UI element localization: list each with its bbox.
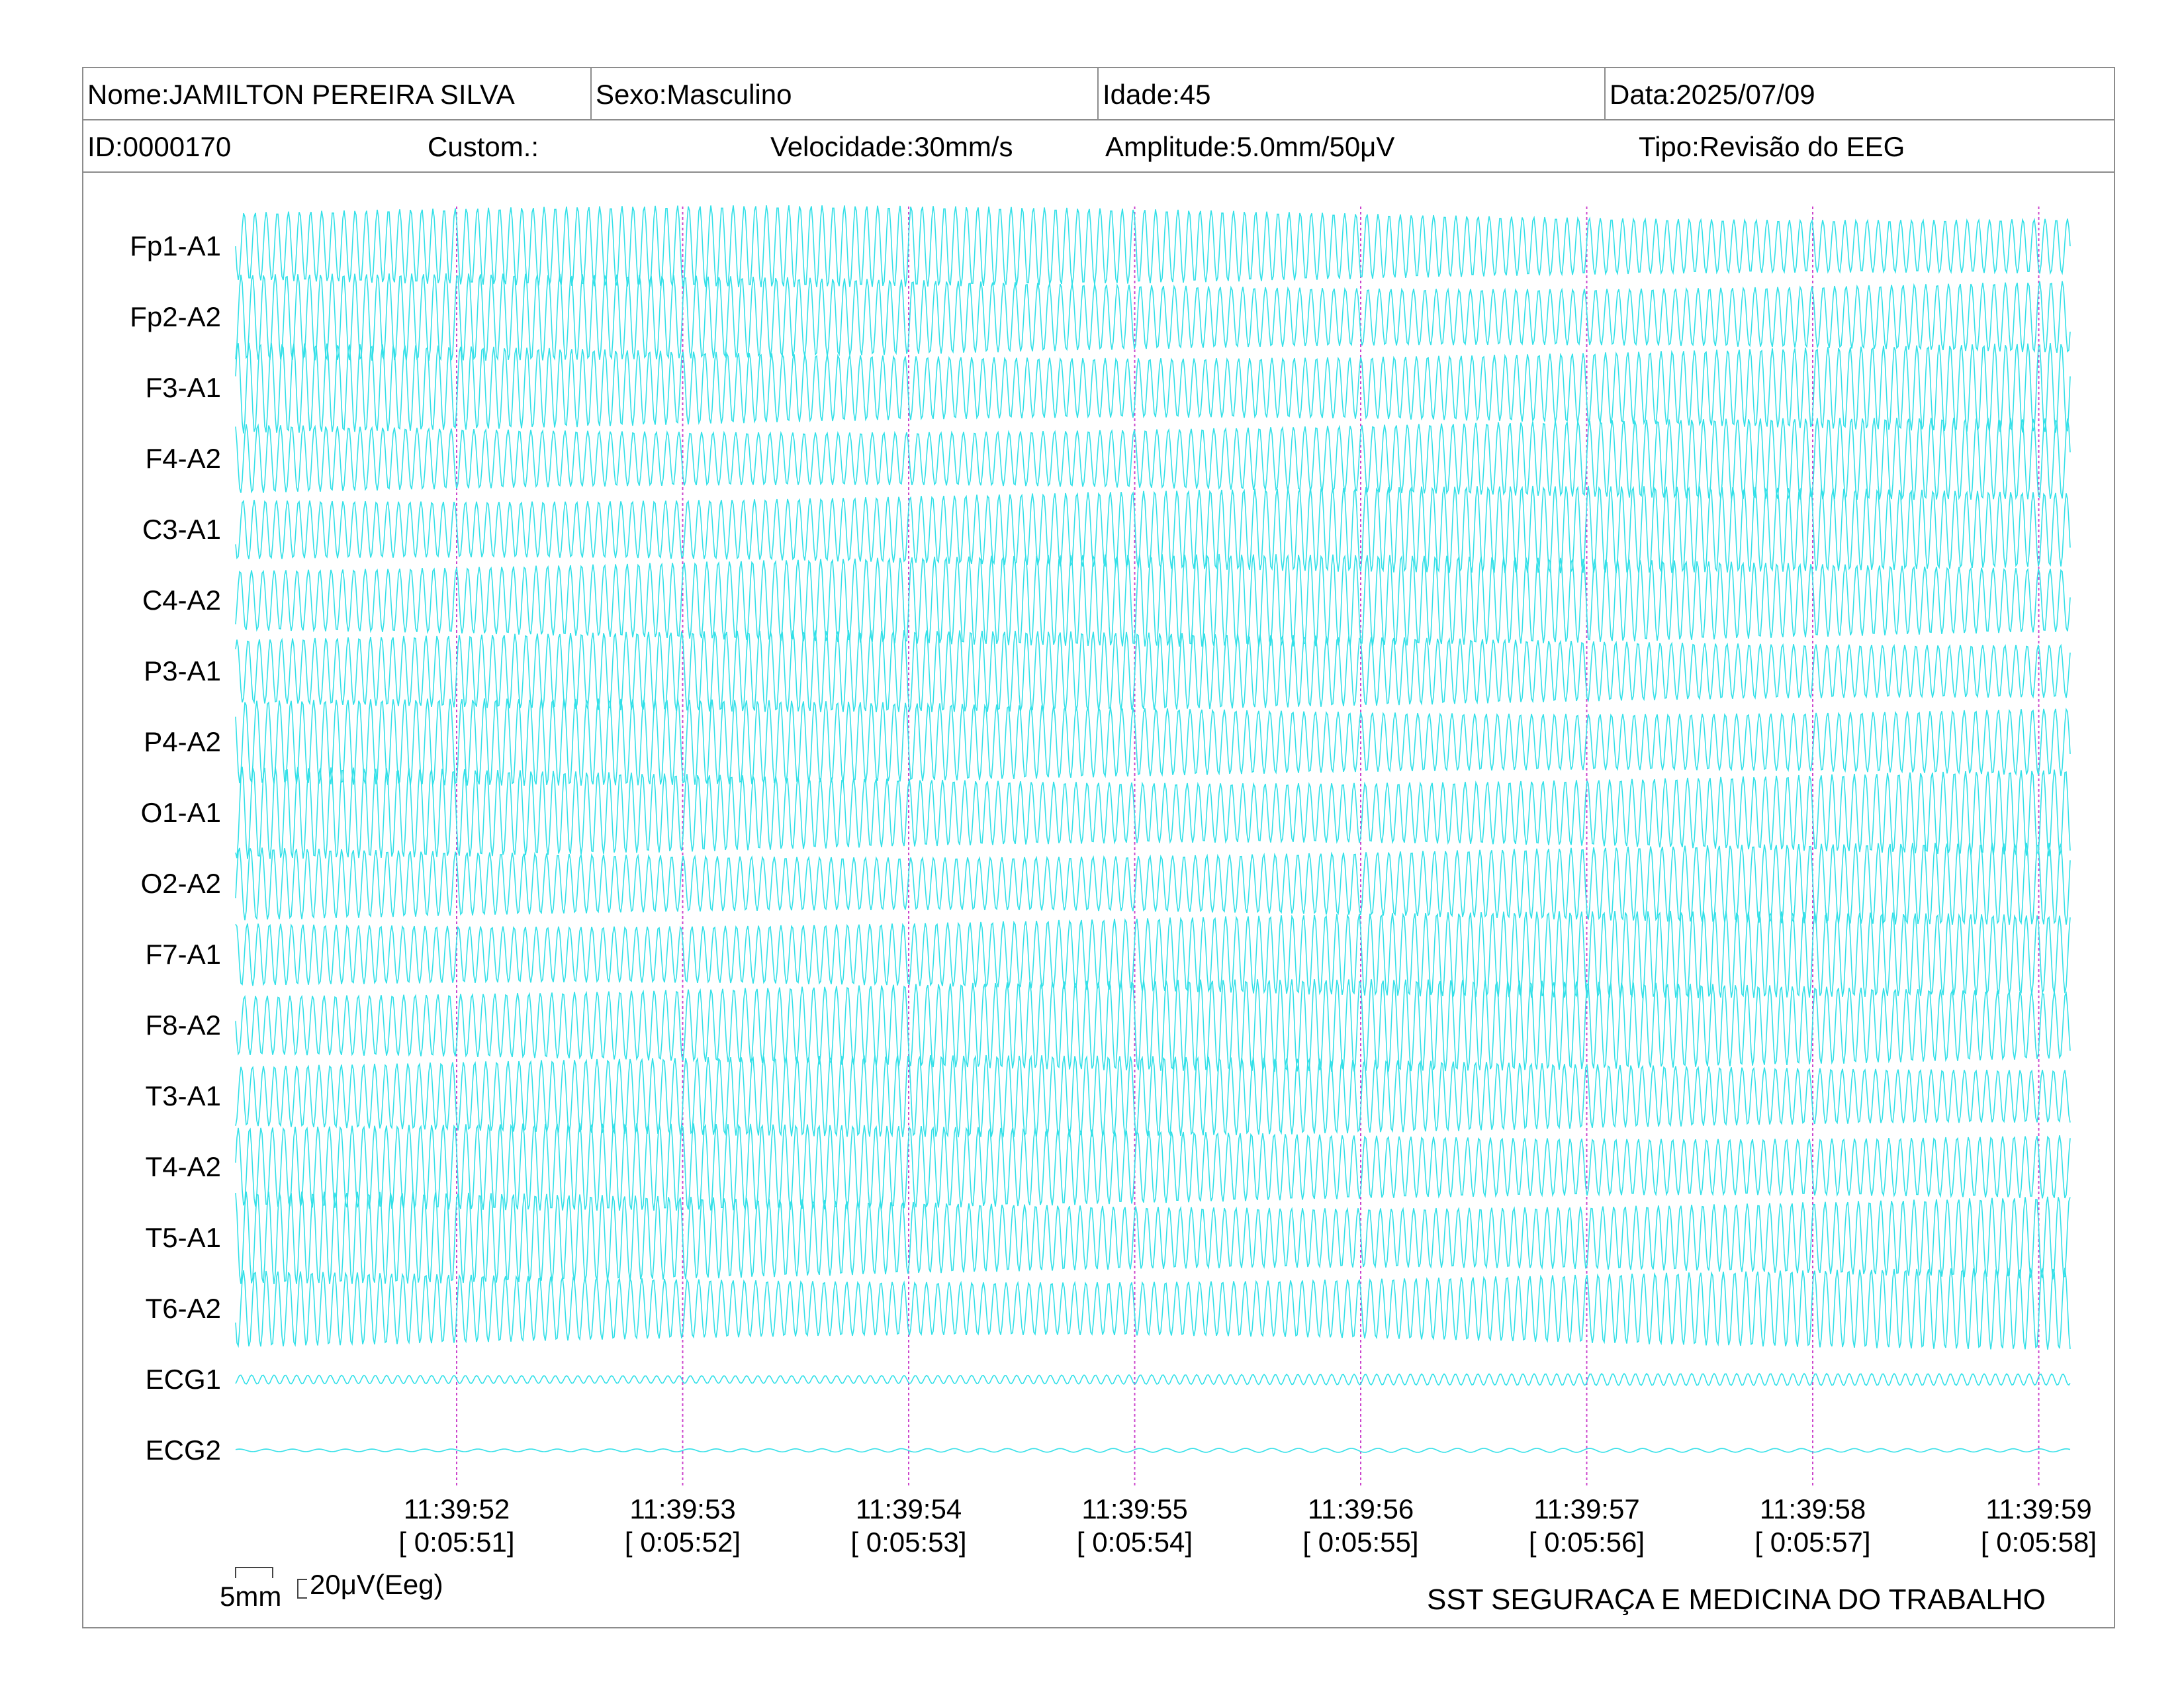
channel-label: F4-A2 [146,443,221,474]
eeg-trace [235,1123,2071,1211]
time-marker-lines [456,207,2040,1487]
time-elapsed-label: [ 0:05:53] [850,1526,966,1558]
amplitude-setting: Amplitude:5.0mm/50μV [1105,131,1395,162]
channel-label: O1-A1 [141,797,221,828]
eeg-trace [235,1191,2071,1285]
header-row-exam: ID:0000170 Custom.: Velocidade:30mm/s Am… [83,120,2114,173]
channel-label: T4-A2 [146,1151,221,1182]
time-elapsed-label: [ 0:05:52] [625,1526,741,1558]
channel-label: T5-A1 [146,1222,221,1253]
speed-setting: Velocidade:30mm/s [770,131,1013,162]
exam-type: Tipo:Revisão do EEG [1639,131,1905,162]
channel-label: F7-A1 [146,939,221,970]
eeg-trace [235,767,2071,859]
time-clock-label: 11:39:57 [1533,1493,1639,1524]
channel-label: T3-A1 [146,1080,221,1111]
patient-sex: Sexo:Masculino [590,68,1097,119]
time-clock-label: 11:39:54 [856,1493,962,1524]
report-frame: Nome:JAMILTON PEREIRA SILVA Sexo:Masculi… [82,67,2115,1628]
eeg-trace [235,417,2071,500]
channel-label: C4-A2 [142,585,221,616]
eeg-trace [235,273,2071,361]
time-elapsed-label: [ 0:05:51] [398,1526,514,1558]
patient-age: Idade:45 [1097,68,1604,119]
time-scale-label: 5mm [220,1581,281,1612]
eeg-trace [235,1055,2071,1138]
channel-label: C3-A1 [142,514,221,545]
organization-name: SST SEGURAÇA E MEDICINA DO TRABALHO [1427,1583,2046,1616]
eeg-traces [235,205,2071,1453]
exam-date: Data:2025/07/09 [1604,68,2114,119]
header-row-patient: Nome:JAMILTON PEREIRA SILVA Sexo:Masculi… [83,68,2114,120]
time-elapsed-label: [ 0:05:58] [1981,1526,2097,1558]
eeg-trace [235,1448,2071,1453]
channel-label: Fp2-A2 [130,301,221,332]
channel-label: ECG1 [146,1364,221,1395]
channel-label: T6-A2 [146,1293,221,1324]
channel-label: P4-A2 [144,726,221,757]
custom-field: Custom.: [428,131,539,162]
eeg-trace [235,553,2071,647]
channel-label: ECG2 [146,1434,221,1466]
patient-id: ID:0000170 [87,131,232,162]
patient-name: Nome:JAMILTON PEREIRA SILVA [87,79,515,110]
channel-label: Fp1-A1 [130,230,221,261]
channel-label: P3-A1 [144,655,221,686]
eeg-trace [235,979,2071,1072]
eeg-trace [235,910,2071,999]
time-elapsed-label: [ 0:05:54] [1077,1526,1193,1558]
time-labels: 11:39:52[ 0:05:51] 11:39:53[ 0:05:52] 11:3… [398,1493,2097,1558]
channel-labels: Fp1-A1 Fp2-A2 F3-A1 F4-A2 C3-A1 C4-A2 P3-A1 P4-… [130,230,221,1466]
scale-bar: 5mm 20μV(Eeg) [220,1567,443,1612]
eeg-trace [235,1267,2071,1350]
time-clock-label: 11:39:56 [1308,1493,1414,1524]
eeg-trace [235,205,2071,287]
time-elapsed-label: [ 0:05:57] [1754,1526,1870,1558]
time-clock-label: 11:39:52 [404,1493,510,1524]
time-scale-icon [235,1567,273,1578]
amplitude-scale-icon [297,1579,307,1599]
time-elapsed-label: [ 0:05:56] [1529,1526,1645,1558]
eeg-trace [235,630,2071,713]
eeg-trace [235,1372,2071,1387]
eeg-trace [235,485,2071,574]
channel-label: F3-A1 [146,372,221,403]
eeg-trace [235,698,2071,786]
amplitude-scale-label: 20μV(Eeg) [310,1569,443,1600]
time-elapsed-label: [ 0:05:55] [1302,1526,1418,1558]
time-clock-label: 11:39:59 [1985,1493,2091,1524]
channel-label: F8-A2 [146,1009,221,1041]
time-clock-label: 11:39:55 [1081,1493,1187,1524]
channel-label: O2-A2 [141,868,221,899]
time-clock-label: 11:39:53 [629,1493,735,1524]
time-clock-label: 11:39:58 [1760,1493,1866,1524]
eeg-trace [235,342,2071,434]
eeg-trace [235,843,2071,925]
